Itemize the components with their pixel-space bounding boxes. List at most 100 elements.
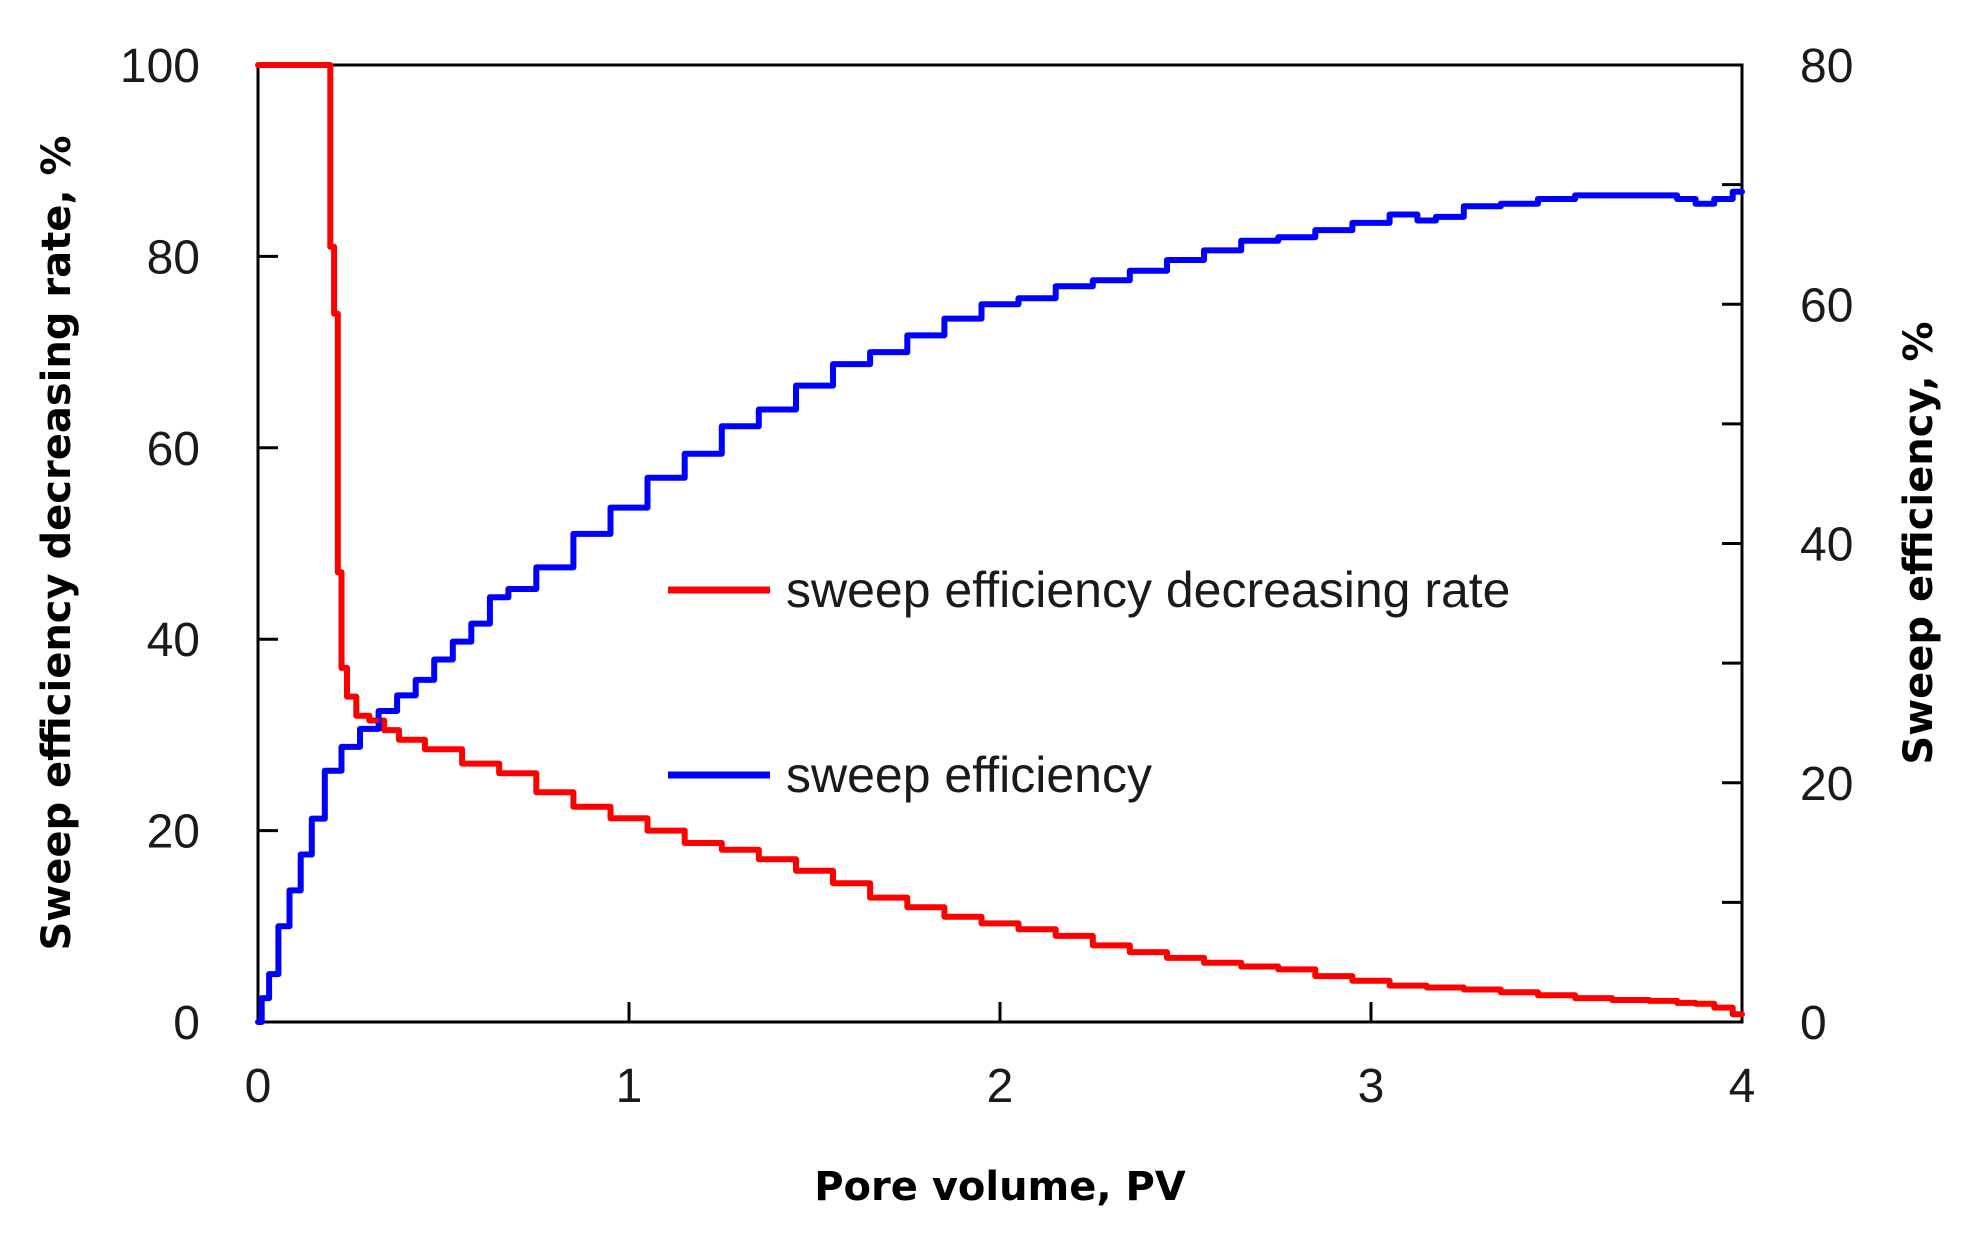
data-point-sweep-efficiency <box>496 594 502 600</box>
y-left-tick-label: 20 <box>147 806 200 859</box>
data-point-sweep-efficiency <box>700 451 706 457</box>
data-point-sweep-efficiency-decreasing-rate <box>849 880 855 886</box>
data-point-sweep-efficiency-decreasing-rate <box>1368 978 1374 984</box>
data-point-sweep-efficiency <box>1739 189 1745 195</box>
data-point-sweep-efficiency <box>1591 192 1597 198</box>
data-point-sweep-efficiency-decreasing-rate <box>1442 985 1448 991</box>
y-left-tick-label: 80 <box>147 231 200 284</box>
x-tick-label: 3 <box>1358 1060 1385 1113</box>
y-axis-left-title: Sweep efficiency decreasing rate, % <box>34 135 80 950</box>
data-point-sweep-efficiency <box>1257 238 1263 244</box>
data-point-sweep-efficiency-decreasing-rate <box>700 840 706 846</box>
data-point-sweep-efficiency-decreasing-rate <box>997 920 1003 926</box>
data-point-sweep-efficiency-decreasing-rate <box>1720 1005 1726 1011</box>
y-left-tick-label: 40 <box>147 614 200 667</box>
data-point-sweep-efficiency-decreasing-rate <box>589 804 595 810</box>
data-point-sweep-efficiency-decreasing-rate <box>626 815 632 821</box>
data-point-sweep-efficiency-decreasing-rate <box>1108 942 1114 948</box>
data-point-sweep-efficiency-decreasing-rate <box>255 62 261 68</box>
data-point-sweep-efficiency <box>663 475 669 481</box>
data-point-sweep-efficiency-decreasing-rate <box>340 665 346 671</box>
data-point-sweep-efficiency-decreasing-rate <box>329 244 335 250</box>
data-point-sweep-efficiency <box>403 692 409 698</box>
data-point-sweep-efficiency-decreasing-rate <box>441 746 446 752</box>
data-point-sweep-efficiency-decreasing-rate <box>663 828 669 834</box>
data-point-sweep-efficiency <box>270 971 276 977</box>
data-point-sweep-efficiency <box>515 586 521 592</box>
data-point-sweep-efficiency <box>292 887 298 893</box>
data-point-sweep-efficiency-decreasing-rate <box>1665 998 1671 1004</box>
y-left-tick-label: 0 <box>173 997 200 1050</box>
data-point-sweep-efficiency-decreasing-rate <box>389 727 395 733</box>
data-point-sweep-efficiency <box>441 657 446 663</box>
data-point-sweep-efficiency-decreasing-rate <box>478 761 484 767</box>
data-point-sweep-efficiency-decreasing-rate <box>1739 1011 1745 1017</box>
x-tick-label: 2 <box>987 1060 1014 1113</box>
x-tick-label: 1 <box>616 1060 643 1113</box>
data-point-sweep-efficiency <box>1442 214 1448 220</box>
data-point-sweep-efficiency-decreasing-rate <box>812 868 817 874</box>
data-point-sweep-efficiency-decreasing-rate <box>1516 989 1522 995</box>
data-point-sweep-efficiency-decreasing-rate <box>1405 983 1411 989</box>
data-point-sweep-efficiency-decreasing-rate <box>325 62 331 68</box>
data-point-sweep-efficiency <box>366 726 372 732</box>
data-point-sweep-efficiency <box>589 531 595 537</box>
y-left-tick-label: 100 <box>120 40 200 93</box>
data-point-sweep-efficiency <box>1183 257 1188 263</box>
legend-label-decreasing-rate: sweep efficiency decreasing rate <box>786 562 1511 618</box>
data-point-sweep-efficiency-decreasing-rate <box>403 737 409 743</box>
data-point-sweep-efficiency <box>459 639 465 645</box>
data-point-sweep-efficiency <box>385 708 391 714</box>
data-point-sweep-efficiency-decreasing-rate <box>1034 926 1040 932</box>
data-point-sweep-efficiency <box>1665 192 1671 198</box>
data-point-sweep-efficiency <box>1108 277 1114 283</box>
data-point-sweep-efficiency <box>281 923 287 929</box>
data-point-sweep-efficiency <box>422 677 428 683</box>
data-point-sweep-efficiency-decreasing-rate <box>1628 997 1634 1003</box>
data-point-sweep-efficiency <box>1034 295 1040 301</box>
data-point-sweep-efficiency-decreasing-rate <box>333 311 339 317</box>
data-point-sweep-efficiency-decreasing-rate <box>552 789 558 795</box>
data-point-sweep-efficiency-decreasing-rate <box>1591 995 1597 1001</box>
data-point-sweep-efficiency-decreasing-rate <box>1071 933 1077 939</box>
data-point-sweep-efficiency-decreasing-rate <box>1220 960 1226 966</box>
data-point-sweep-efficiency <box>262 995 268 1001</box>
data-point-sweep-efficiency <box>1405 212 1411 218</box>
data-point-sweep-efficiency <box>255 1019 261 1025</box>
data-point-sweep-efficiency-decreasing-rate <box>1257 963 1263 969</box>
data-point-sweep-efficiency <box>774 407 780 413</box>
y-right-tick-label: 60 <box>1800 279 1853 332</box>
data-point-sweep-efficiency-decreasing-rate <box>515 770 521 776</box>
y-left-tick-label: 60 <box>147 423 200 476</box>
data-point-sweep-efficiency-decreasing-rate <box>1294 966 1300 972</box>
data-point-sweep-efficiency <box>886 349 892 355</box>
data-point-sweep-efficiency <box>1516 201 1522 207</box>
x-tick-label: 0 <box>245 1060 272 1113</box>
data-point-sweep-efficiency-decreasing-rate <box>1331 973 1337 979</box>
data-point-sweep-efficiency-decreasing-rate <box>960 914 966 920</box>
data-point-sweep-efficiency <box>303 852 309 858</box>
data-point-sweep-efficiency <box>478 621 484 627</box>
data-point-sweep-efficiency-decreasing-rate <box>337 569 343 575</box>
series-line-sweep-efficiency <box>255 188 1745 1025</box>
data-point-sweep-efficiency <box>960 316 966 322</box>
data-point-sweep-efficiency-decreasing-rate <box>886 895 892 901</box>
data-point-sweep-efficiency <box>1145 268 1151 274</box>
data-point-sweep-efficiency <box>1554 196 1559 202</box>
data-point-sweep-efficiency <box>1424 218 1430 224</box>
data-point-sweep-efficiency <box>626 505 632 511</box>
data-point-sweep-efficiency-decreasing-rate <box>1479 986 1485 992</box>
data-point-sweep-efficiency <box>1331 227 1337 233</box>
y-right-tick-label: 0 <box>1800 997 1827 1050</box>
data-point-sweep-efficiency <box>849 361 855 367</box>
data-point-sweep-efficiency-decreasing-rate <box>1145 949 1151 955</box>
data-point-sweep-efficiency-decreasing-rate <box>1702 1001 1708 1007</box>
data-point-sweep-efficiency <box>997 301 1003 307</box>
x-tick-label: 4 <box>1729 1060 1756 1113</box>
data-point-sweep-efficiency-decreasing-rate <box>923 904 929 910</box>
data-point-sweep-efficiency <box>812 383 817 389</box>
data-point-sweep-efficiency <box>1220 247 1226 253</box>
data-point-sweep-efficiency <box>314 816 320 822</box>
